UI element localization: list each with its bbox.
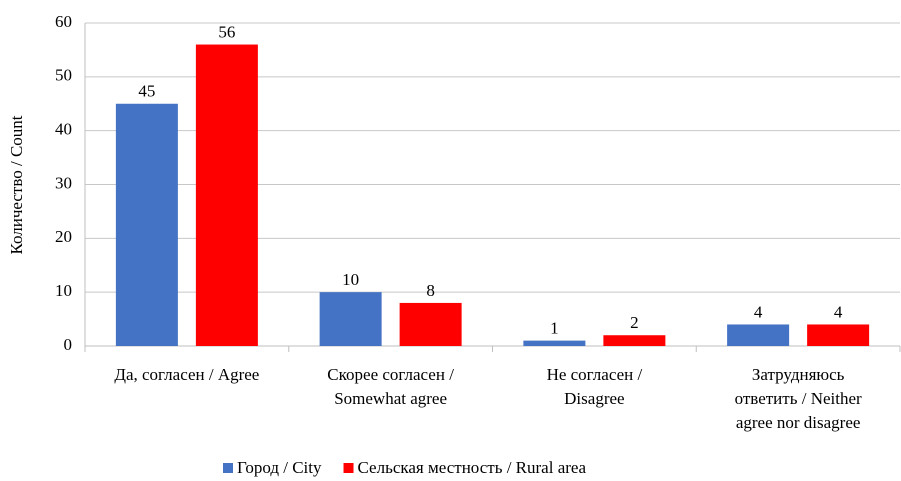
y-tick-label: 30	[55, 173, 72, 192]
data-label: 8	[426, 281, 435, 300]
x-tick-label: Затрудняюсь	[752, 365, 845, 384]
data-label: 10	[342, 270, 359, 289]
data-label: 4	[754, 302, 763, 321]
y-tick-label: 60	[55, 12, 72, 31]
bar	[807, 324, 870, 346]
bar	[603, 335, 666, 346]
data-label: 2	[630, 313, 639, 332]
y-tick-label: 0	[64, 335, 73, 354]
data-label: 56	[218, 22, 235, 41]
bar	[727, 324, 790, 346]
bar	[195, 44, 258, 347]
data-label: 45	[138, 82, 155, 101]
x-tick-label: Скорее согласен /	[327, 365, 454, 384]
data-label: 1	[550, 319, 559, 338]
bar	[399, 302, 462, 346]
y-axis-label: Количество / Count	[7, 115, 26, 254]
data-label: 4	[834, 302, 843, 321]
legend-label: Город / City	[237, 458, 322, 477]
y-tick-label: 50	[55, 66, 72, 85]
x-tick-label: Да, согласен / Agree	[114, 365, 259, 384]
legend-swatch	[343, 463, 354, 473]
bar	[115, 103, 178, 346]
legend-swatch	[223, 463, 233, 473]
x-tick-label: Не согласен /	[547, 365, 643, 384]
x-tick-label: ответить / Neither	[735, 389, 862, 408]
bar	[523, 340, 586, 346]
bar	[319, 292, 382, 346]
y-tick-label: 20	[55, 227, 72, 246]
y-tick-label: 40	[55, 120, 72, 139]
x-tick-label: agree nor disagree	[736, 413, 861, 432]
y-tick-label: 10	[55, 281, 72, 300]
x-tick-label: Somewhat agree	[334, 389, 447, 408]
legend-label: Сельская местность / Rural area	[358, 458, 587, 477]
x-tick-label: Disagree	[564, 389, 624, 408]
